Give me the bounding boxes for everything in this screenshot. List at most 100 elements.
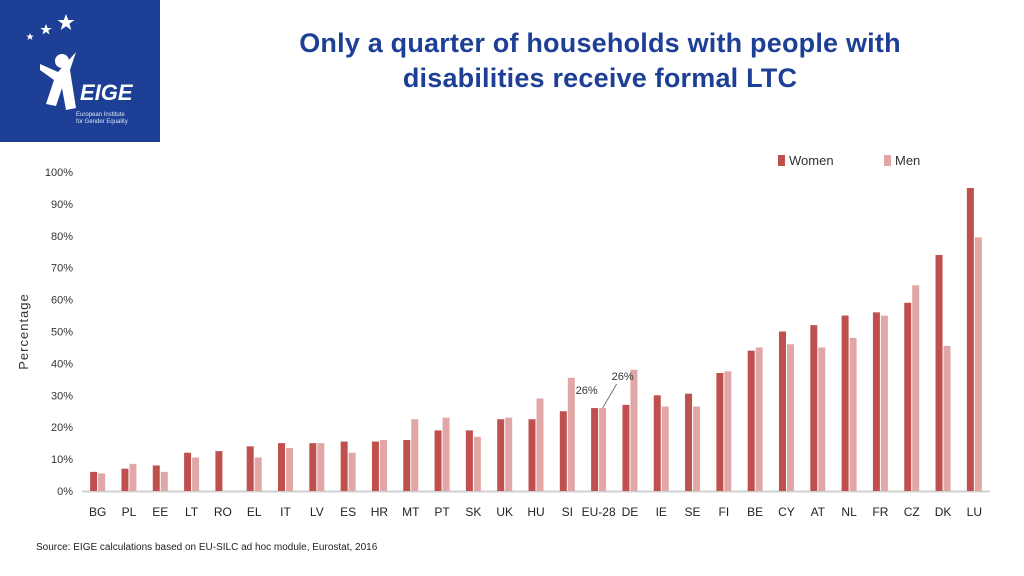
bar-men-lu	[974, 237, 982, 491]
x-tick-label: HU	[527, 505, 544, 519]
bar-women-pt	[434, 430, 442, 491]
data-label-eu28-men: 26%	[612, 371, 634, 383]
y-tick-label: 70%	[51, 263, 73, 275]
x-tick-label: EU-28	[582, 505, 616, 519]
bar-men-cz	[912, 285, 920, 491]
star-icon	[26, 33, 34, 40]
bar-women-uk	[497, 419, 505, 491]
bar-men-de	[630, 369, 638, 491]
y-tick-label: 0%	[57, 486, 73, 498]
bar-women-be	[747, 350, 755, 491]
bar-women-fr	[872, 312, 880, 491]
bar-men-bg	[98, 473, 106, 491]
x-tick-label: PL	[122, 505, 137, 519]
bar-women-pl	[121, 468, 129, 491]
star-icon	[57, 14, 75, 30]
eige-logo-graphic: EIGE	[26, 14, 134, 110]
x-tick-label: LV	[310, 505, 324, 519]
bar-men-cy	[786, 344, 794, 491]
bar-men-mt	[411, 419, 419, 491]
star-icon	[40, 24, 52, 35]
x-tick-label: BG	[89, 505, 106, 519]
y-tick-label: 30%	[51, 390, 73, 402]
bar-men-ee	[160, 471, 168, 491]
bar-men-at	[818, 347, 826, 491]
bar-women-at	[810, 325, 818, 491]
legend-swatch-women	[778, 155, 785, 166]
data-label-eu28-women: 26%	[576, 385, 598, 397]
x-tick-label: AT	[811, 505, 826, 519]
bar-women-mt	[403, 439, 411, 491]
y-tick-label: 100%	[45, 167, 73, 179]
page-title: Only a quarter of households with people…	[200, 26, 1000, 96]
bar-men-lt	[192, 457, 200, 491]
x-tick-label: UK	[496, 505, 513, 519]
legend-swatch-men	[884, 155, 891, 166]
bar-men-si	[567, 377, 575, 491]
bar-men-lv	[317, 443, 325, 491]
bar-men-se	[693, 406, 701, 491]
bar-men-dk	[943, 345, 951, 491]
x-tick-label: BE	[747, 505, 763, 519]
bar-men-eu-28	[599, 408, 607, 491]
x-tick-label: CZ	[904, 505, 920, 519]
x-tick-label: PT	[434, 505, 450, 519]
x-tick-label: SE	[685, 505, 701, 519]
bar-men-it	[286, 447, 294, 491]
y-tick-label: 90%	[51, 199, 73, 211]
x-tick-label: CY	[778, 505, 795, 519]
y-tick-label: 50%	[51, 327, 73, 339]
x-tick-label: LT	[185, 505, 199, 519]
x-tick-label: IT	[280, 505, 291, 519]
y-tick-label: 40%	[51, 358, 73, 370]
bar-women-bg	[90, 471, 98, 491]
bar-men-fi	[724, 371, 732, 491]
bar-women-fi	[716, 372, 724, 491]
x-tick-label: EE	[152, 505, 168, 519]
bar-women-lt	[184, 452, 192, 491]
bar-women-eu-28	[591, 408, 599, 491]
y-tick-label: 80%	[51, 231, 73, 243]
y-tick-label: 60%	[51, 295, 73, 307]
bar-men-pl	[129, 463, 137, 491]
bar-women-ie	[653, 395, 661, 491]
bar-men-fr	[880, 315, 888, 491]
bar-men-hu	[536, 398, 544, 491]
bar-men-hr	[379, 439, 387, 491]
bar-men-sk	[473, 436, 481, 491]
bar-men-es	[348, 452, 356, 491]
bar-women-it	[278, 443, 286, 491]
x-tick-label: HR	[371, 505, 389, 519]
x-tick-label: RO	[214, 505, 232, 519]
source-note: Source: EIGE calculations based on EU-SI…	[36, 542, 378, 553]
y-tick-label: 20%	[51, 422, 73, 434]
bar-men-el	[254, 457, 262, 491]
bar-women-dk	[935, 254, 943, 491]
bar-men-be	[755, 347, 763, 491]
org-name: European Institute for Gender Equality	[76, 112, 160, 126]
bar-women-si	[559, 411, 567, 491]
bar-women-ro	[215, 451, 223, 491]
bar-women-lu	[966, 187, 974, 491]
x-tick-label: MT	[402, 505, 420, 519]
org-name-line2: for Gender Equality	[76, 119, 128, 125]
bar-men-nl	[849, 337, 857, 491]
org-name-line1: European Institute	[76, 112, 125, 118]
bar-women-cz	[904, 302, 912, 491]
bar-women-de	[622, 404, 630, 491]
bar-women-hr	[371, 441, 379, 491]
figure-icon	[40, 52, 76, 110]
x-tick-label: SI	[562, 505, 573, 519]
bar-men-pt	[442, 417, 450, 491]
y-tick-label: 10%	[51, 454, 73, 466]
x-tick-label: DE	[622, 505, 639, 519]
bar-women-hu	[528, 419, 536, 491]
bar-women-nl	[841, 315, 849, 491]
eige-wordmark: EIGE	[80, 80, 134, 105]
x-tick-label: NL	[841, 505, 857, 519]
bar-men-uk	[505, 417, 513, 491]
bar-women-ee	[152, 465, 160, 491]
x-tick-label: LU	[967, 505, 982, 519]
x-tick-label: SK	[465, 505, 481, 519]
x-tick-label: EL	[247, 505, 262, 519]
